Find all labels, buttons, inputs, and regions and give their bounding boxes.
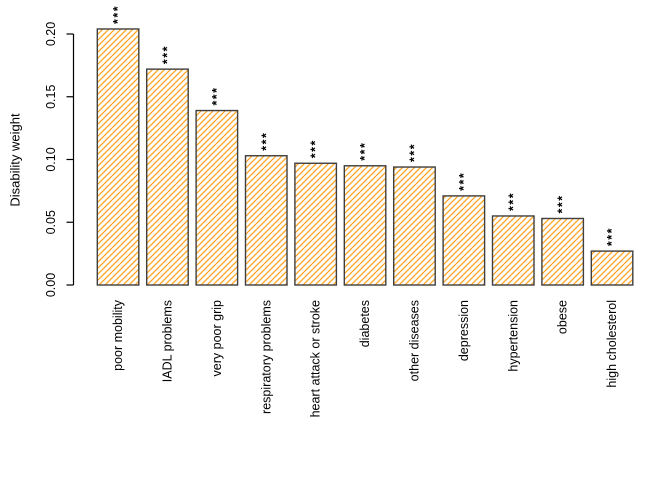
bar-hatch [294, 162, 338, 286]
x-category-label: other diseases [407, 300, 421, 381]
bar-hatch [96, 28, 140, 286]
significance-stars: *** [358, 142, 372, 161]
bar-hatch [491, 215, 535, 286]
bars [96, 28, 634, 286]
y-tick-label: 0.05 [44, 210, 58, 234]
y-tick-label: 0.20 [44, 22, 58, 46]
significance-stars: *** [556, 194, 570, 213]
x-category-label: poor mobility [111, 299, 125, 371]
x-category-label: hypertension [506, 300, 520, 372]
significance-stars: *** [259, 132, 273, 151]
significance-markers: *** *** *** *** *** *** *** *** *** *** *** [111, 5, 619, 246]
x-category-label: very poor grip [210, 300, 224, 376]
significance-stars: *** [605, 227, 619, 246]
x-category-label: depression [457, 300, 471, 361]
bar-hatch [244, 155, 288, 286]
significance-stars: *** [506, 192, 520, 211]
significance-stars: *** [160, 45, 174, 64]
y-axis: 0.00 0.05 0.10 0.15 0.20 [44, 22, 75, 297]
y-axis-title: Disability weight [8, 113, 23, 207]
significance-stars: *** [457, 172, 471, 191]
x-axis-labels: poor mobility IADL problems very poor grip… [111, 299, 619, 417]
x-category-label: obese [556, 300, 570, 334]
bar-hatch [393, 166, 436, 286]
x-category-label: respiratory problems [259, 300, 273, 414]
bar-hatch [590, 250, 634, 286]
x-category-label: heart attack or stroke [309, 300, 323, 417]
y-tick-label: 0.10 [44, 147, 58, 171]
bar-hatch [541, 217, 585, 286]
y-tick-label: 0.15 [44, 85, 58, 109]
bar-hatch [343, 165, 387, 286]
significance-stars: *** [407, 143, 421, 162]
x-category-label: IADL problems [160, 300, 174, 382]
bar-hatch [442, 195, 486, 286]
significance-stars: *** [210, 86, 224, 105]
bar-hatch [195, 109, 239, 286]
bar-hatch [145, 68, 189, 286]
x-category-label: high cholesterol [605, 300, 619, 388]
significance-stars: *** [111, 5, 125, 24]
x-category-label: diabetes [358, 300, 372, 347]
significance-stars: *** [309, 139, 323, 158]
y-tick-label: 0.00 [44, 273, 58, 297]
